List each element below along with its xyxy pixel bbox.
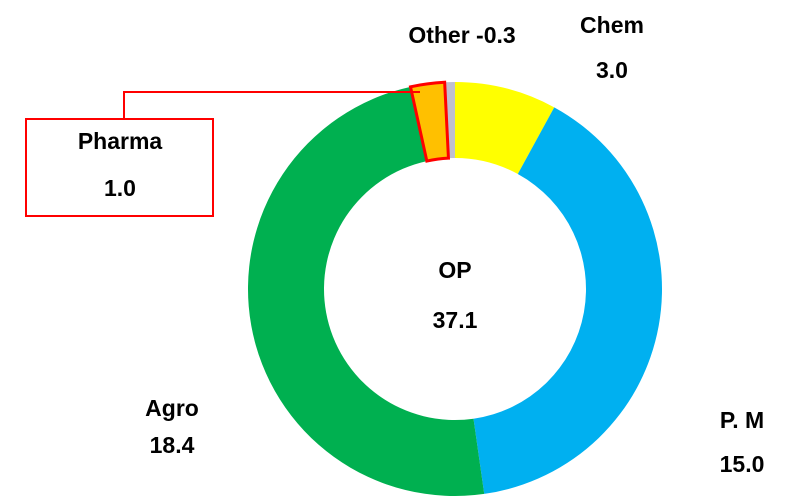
center-label: OP [438, 257, 471, 283]
slice-label: Pharma [78, 128, 163, 154]
leader-line [123, 91, 420, 119]
callout-box [25, 118, 214, 217]
slice-label: Agro [145, 395, 199, 421]
center-value: 37.1 [433, 307, 478, 333]
donut-slice [444, 82, 455, 159]
donut-slice [248, 86, 485, 496]
slice-label: Chem [580, 12, 644, 38]
slice-value: 15.0 [720, 451, 765, 477]
donut-slice [455, 82, 555, 175]
donut-slice [473, 107, 662, 494]
slice-value: 18.4 [150, 432, 195, 458]
slice-value: -0.3 [476, 22, 516, 48]
slice-label: P. M [720, 407, 764, 433]
slice-label: Other [408, 22, 469, 48]
donut-slice [408, 80, 451, 163]
slice-value: 1.0 [104, 175, 136, 201]
slice-value: 3.0 [596, 57, 628, 83]
slice-label-line: Other -0.3 [408, 22, 515, 48]
